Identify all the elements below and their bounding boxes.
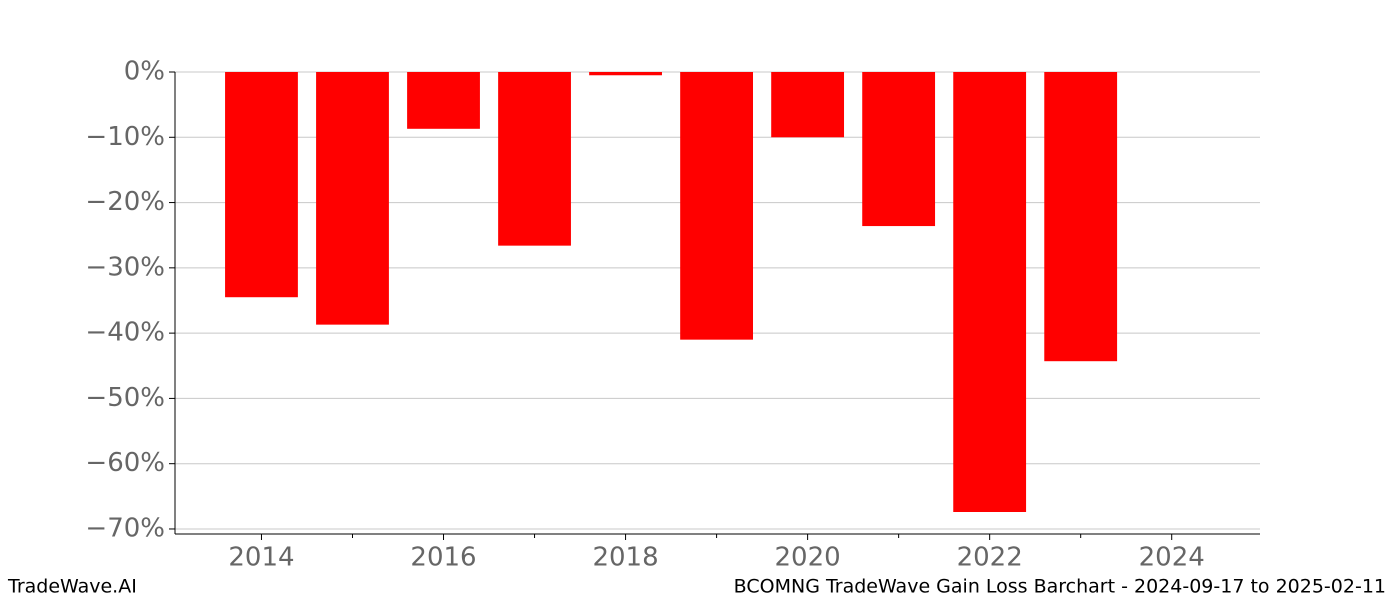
x-tick-label: 2024 <box>1139 543 1205 573</box>
y-tick-label: −40% <box>85 318 165 348</box>
bar <box>1044 72 1118 362</box>
y-tick-label: −30% <box>85 252 165 282</box>
bar <box>316 72 389 325</box>
y-tick-label: −70% <box>85 513 165 543</box>
bar <box>407 72 480 129</box>
bar <box>225 72 298 298</box>
bar <box>498 72 571 246</box>
y-tick-label: 0% <box>124 57 165 87</box>
watermark: TradeWave.AI <box>7 576 137 598</box>
y-tick-label: −60% <box>85 448 165 478</box>
bar <box>589 72 662 76</box>
bar <box>953 72 1027 512</box>
x-tick-label: 2014 <box>228 543 294 573</box>
x-tick-label: 2022 <box>957 543 1023 573</box>
y-tick-label: −10% <box>85 122 165 152</box>
y-tick-label: −50% <box>85 383 165 413</box>
x-tick-label: 2018 <box>592 543 658 573</box>
x-tick-label: 2020 <box>775 543 841 573</box>
y-tick-label: −20% <box>85 187 165 217</box>
bar <box>862 72 936 227</box>
bar <box>680 72 753 340</box>
bar <box>771 72 845 138</box>
x-tick-label: 2016 <box>410 543 476 573</box>
chart-title: BCOMNG TradeWave Gain Loss Barchart - 20… <box>734 576 1386 598</box>
